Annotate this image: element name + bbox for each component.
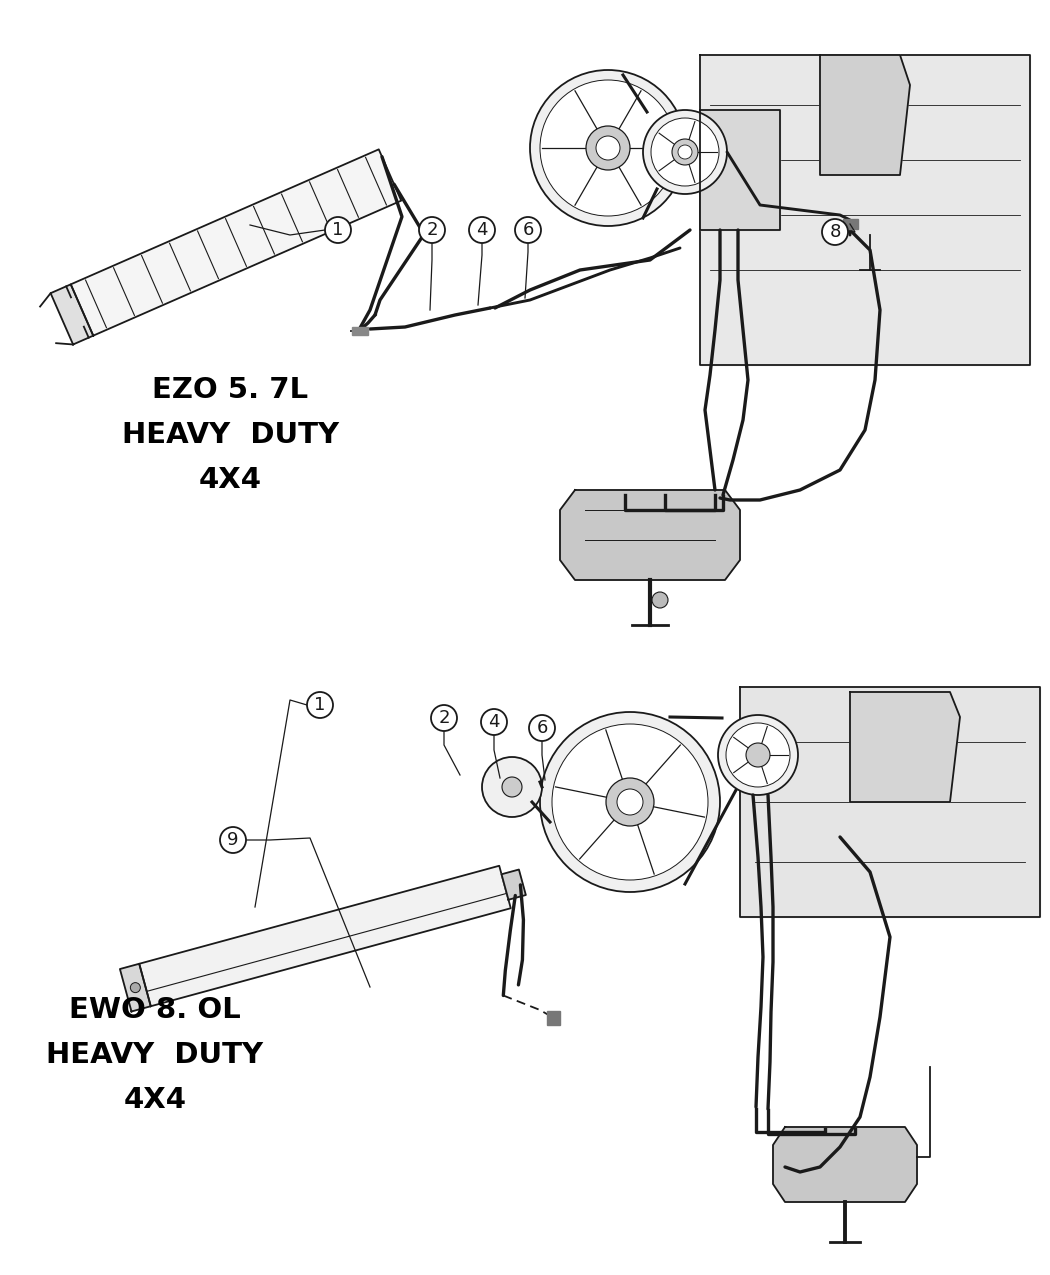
Circle shape (606, 778, 654, 826)
Circle shape (540, 80, 676, 215)
Text: HEAVY  DUTY: HEAVY DUTY (46, 1040, 264, 1068)
Polygon shape (700, 110, 780, 230)
Circle shape (481, 709, 507, 734)
Circle shape (482, 757, 542, 817)
Text: 6: 6 (522, 221, 533, 238)
Polygon shape (850, 692, 960, 802)
Polygon shape (502, 870, 526, 900)
Text: 4: 4 (477, 221, 488, 238)
Circle shape (514, 217, 541, 244)
Circle shape (643, 110, 727, 194)
Polygon shape (820, 55, 910, 175)
Text: EWO 8. OL: EWO 8. OL (69, 996, 240, 1024)
Text: 9: 9 (227, 831, 238, 849)
Circle shape (651, 119, 719, 186)
Polygon shape (700, 55, 1030, 365)
Circle shape (529, 715, 555, 741)
Polygon shape (352, 326, 367, 335)
Circle shape (307, 692, 333, 718)
Polygon shape (773, 1127, 917, 1202)
Circle shape (530, 70, 686, 226)
Text: 4X4: 4X4 (124, 1086, 187, 1114)
Circle shape (726, 723, 790, 787)
Circle shape (746, 743, 770, 768)
Polygon shape (70, 149, 401, 335)
Circle shape (586, 126, 630, 170)
Circle shape (672, 139, 698, 164)
Polygon shape (120, 964, 151, 1011)
Circle shape (419, 217, 445, 244)
Circle shape (822, 219, 848, 245)
Text: 1: 1 (314, 696, 326, 714)
Text: 8: 8 (830, 223, 841, 241)
Polygon shape (843, 219, 858, 230)
Text: 4: 4 (488, 713, 500, 731)
Circle shape (502, 776, 522, 797)
Circle shape (469, 217, 495, 244)
Polygon shape (560, 490, 740, 580)
Text: HEAVY  DUTY: HEAVY DUTY (122, 421, 338, 449)
Polygon shape (547, 1011, 560, 1025)
Text: 6: 6 (537, 719, 548, 737)
Circle shape (430, 705, 457, 731)
Circle shape (220, 827, 246, 853)
Circle shape (652, 592, 668, 608)
Text: 2: 2 (438, 709, 449, 727)
Text: 4X4: 4X4 (198, 465, 261, 493)
Polygon shape (50, 284, 93, 344)
Circle shape (596, 136, 620, 159)
Circle shape (326, 217, 351, 244)
Polygon shape (740, 687, 1040, 917)
Circle shape (718, 715, 798, 796)
Polygon shape (140, 866, 510, 1006)
Circle shape (678, 145, 692, 159)
Text: 1: 1 (332, 221, 343, 238)
Text: 2: 2 (426, 221, 438, 238)
Circle shape (130, 983, 141, 993)
Circle shape (617, 789, 643, 815)
Circle shape (552, 724, 708, 880)
Text: EZO 5. 7L: EZO 5. 7L (152, 376, 308, 404)
Circle shape (540, 711, 720, 892)
